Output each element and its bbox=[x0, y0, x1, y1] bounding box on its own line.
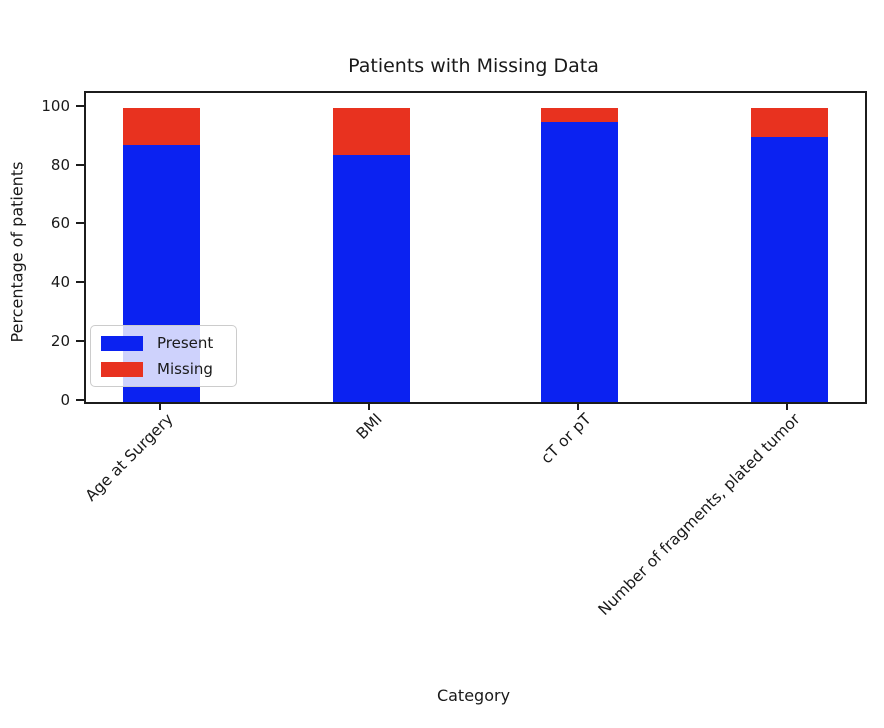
y-tick-mark bbox=[76, 222, 84, 225]
legend-row-present: Present bbox=[101, 334, 226, 352]
y-tick-label: 60 bbox=[50, 214, 70, 233]
x-tick-label: Age at Surgery bbox=[81, 410, 177, 505]
x-tick-mark bbox=[786, 402, 789, 410]
present-color-swatch bbox=[101, 335, 143, 351]
y-tick-mark bbox=[76, 281, 84, 284]
bar-segment-missing bbox=[541, 107, 619, 123]
x-tick-mark bbox=[576, 402, 579, 410]
legend-label-present: Present bbox=[157, 334, 214, 352]
y-tick-mark bbox=[76, 340, 84, 343]
x-tick-mark bbox=[158, 402, 161, 410]
y-tick-label: 100 bbox=[41, 96, 70, 115]
legend: Present Missing bbox=[90, 325, 237, 387]
y-tick-label: 40 bbox=[50, 273, 70, 292]
bar-segment-missing bbox=[750, 107, 828, 138]
legend-label-missing: Missing bbox=[157, 360, 213, 378]
x-tick-mark bbox=[368, 402, 371, 410]
chart-title: Patients with Missing Data bbox=[348, 55, 599, 77]
y-tick-mark bbox=[76, 399, 84, 401]
bar-segment-present bbox=[750, 137, 828, 402]
missing-color-swatch bbox=[101, 361, 143, 377]
y-tick-label: 0 bbox=[60, 391, 70, 409]
y-tick-label: 80 bbox=[50, 155, 70, 174]
x-axis-label: Category bbox=[436, 686, 511, 705]
y-axis-label: Percentage of patients bbox=[7, 161, 27, 343]
y-tick-mark bbox=[76, 163, 84, 166]
y-tick-label: 20 bbox=[50, 332, 70, 351]
y-tick-mark bbox=[76, 104, 84, 107]
legend-row-missing: Missing bbox=[101, 360, 226, 378]
bar-segment-missing bbox=[123, 107, 201, 145]
bar-segment-present bbox=[332, 154, 410, 402]
bar-segment-missing bbox=[332, 107, 410, 155]
bar-segment-present bbox=[541, 122, 619, 402]
